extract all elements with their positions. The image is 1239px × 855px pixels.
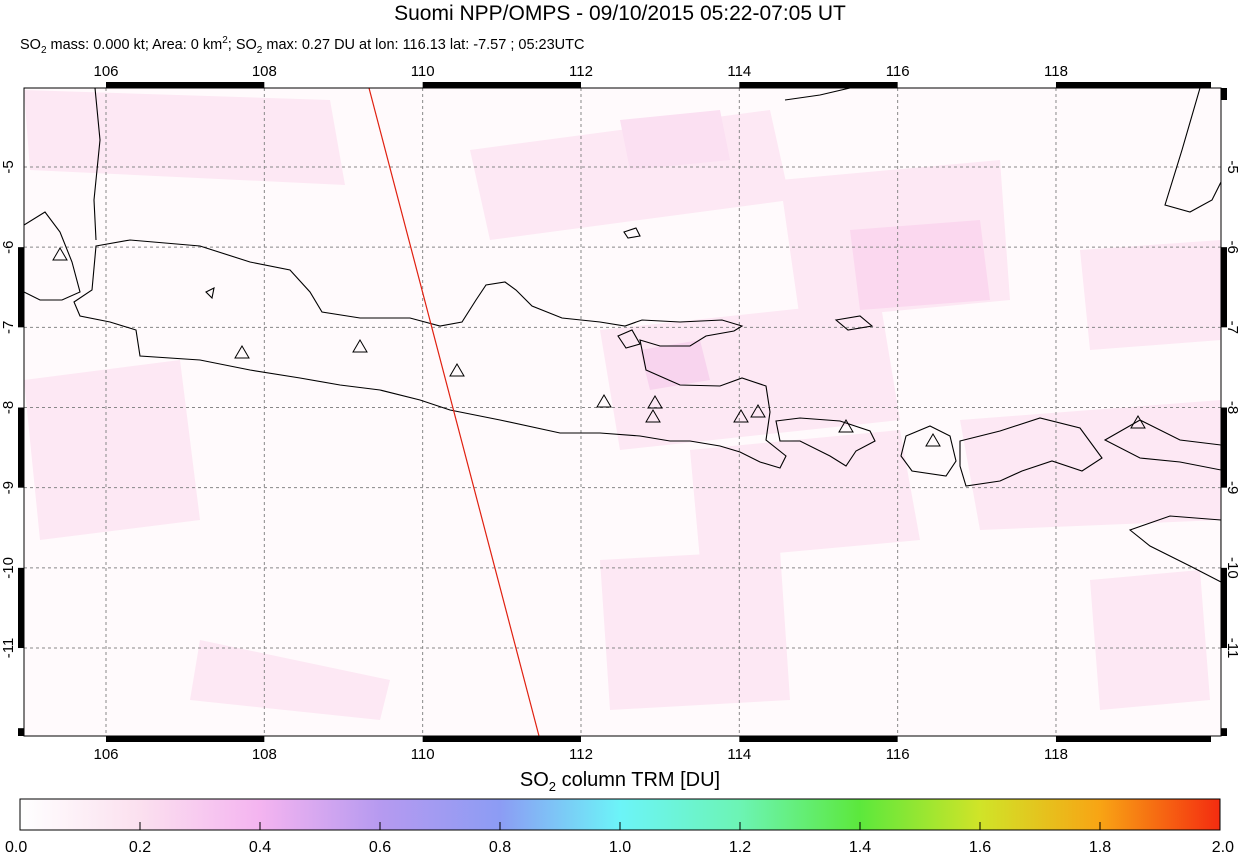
frame-segment [1221, 88, 1227, 100]
colorbar-tick-label: 1.4 [849, 839, 871, 855]
coastlines [24, 88, 1221, 583]
frame-segment [1221, 407, 1227, 488]
frame-segment [18, 728, 24, 736]
frame-segment [1221, 247, 1227, 328]
lon-label: 106 [93, 746, 118, 763]
lon-label: 116 [886, 63, 910, 80]
lat-label: -5 [0, 160, 17, 173]
orbit-edge [368, 88, 540, 736]
subtitle: SO2 mass: 0.000 kt; Area: 0 km2; SO2 max… [20, 35, 584, 56]
lat-label: -8 [1224, 401, 1239, 414]
frame-segment [1055, 736, 1211, 742]
lat-label: -6 [1224, 240, 1239, 253]
lon-label: 118 [1044, 746, 1068, 763]
colorbar-tick-label: 0.4 [249, 839, 271, 855]
subtitle-part: max: 0.27 DU at lon: 116.13 lat: -7.57 ;… [262, 37, 584, 53]
map [24, 88, 1221, 736]
lat-label: -11 [1224, 638, 1239, 659]
frame-ticks [18, 82, 1227, 742]
volcanoes [52, 247, 1146, 447]
subtitle-part: ; SO [228, 37, 257, 53]
lat-label: -10 [0, 557, 17, 579]
colorbar-label-part: SO [520, 769, 549, 791]
subtitle-sub: 2 [257, 45, 263, 56]
frame-segment [1221, 567, 1227, 649]
title: Suomi NPP/OMPS - 09/10/2015 05:22-07:05 … [394, 2, 846, 25]
subtitle-part: mass: 0.000 kt; Area: 0 km [47, 37, 223, 53]
frame-segment [18, 567, 24, 649]
frame-segment [18, 407, 24, 488]
lon-label: 108 [252, 746, 277, 763]
colorbar-label-sub: 2 [549, 779, 556, 794]
frame-segment [106, 82, 265, 88]
lon-label: 106 [93, 63, 118, 80]
lon-label: 116 [886, 746, 910, 763]
frame-segment [106, 736, 265, 742]
subtitle-sup: 2 [222, 35, 228, 46]
colorbar-tick-label: 1.0 [609, 839, 631, 855]
lon-label: 112 [569, 63, 593, 80]
lon-label: 114 [727, 63, 751, 80]
colorbar-tick-label: 0.0 [5, 839, 27, 855]
frame-segment [1055, 82, 1211, 88]
colorbar-label: SO2 column TRM [DU] [520, 769, 720, 794]
colorbar-tick-label: 1.2 [729, 839, 751, 855]
subtitle-sub: 2 [41, 45, 47, 56]
colorbar-ticks: 0.0 0.2 0.4 0.6 0.8 1.0 1.2 1.4 1.6 1.8 2.0 [5, 822, 1234, 855]
frame-segment [739, 82, 898, 88]
so2-patches [24, 90, 1221, 720]
lat-label: -6 [0, 240, 17, 253]
lon-label: 110 [411, 746, 435, 763]
frame-segment [422, 736, 581, 742]
lon-label: 114 [727, 746, 751, 763]
lat-label: -9 [0, 481, 17, 494]
lat-label: -8 [0, 401, 17, 414]
colorbar-tick-label: 1.6 [969, 839, 991, 855]
axis-labels: 106 106 108 108 110 110 112 112 114 114 116 116 118 1… [0, 63, 1239, 763]
colorbar-tick-label: 1.8 [1089, 839, 1111, 855]
frame-segment [1221, 728, 1227, 736]
colorbar-tick-label: 0.8 [489, 839, 511, 855]
frame-segment [739, 736, 898, 742]
lat-label: -7 [1224, 321, 1239, 334]
lat-label: -5 [1224, 160, 1239, 173]
colorbar-tick-label: 0.6 [369, 839, 391, 855]
colorbar-tick-label: 2.0 [1212, 839, 1234, 855]
subtitle-part: SO [20, 37, 41, 53]
lon-label: 118 [1044, 63, 1068, 80]
colorbar-tick-label: 0.2 [129, 839, 151, 855]
frame-segment [422, 82, 581, 88]
lon-label: 110 [411, 63, 435, 80]
lon-label: 108 [252, 63, 277, 80]
colorbar-label-part: column TRM [DU] [556, 769, 720, 791]
lat-label: -7 [0, 321, 17, 334]
graticule [24, 88, 1221, 736]
lat-label: -10 [1224, 557, 1239, 579]
frame-segment [18, 247, 24, 328]
lat-label: -11 [0, 638, 17, 659]
lon-label: 112 [569, 746, 593, 763]
lat-label: -9 [1224, 481, 1239, 494]
